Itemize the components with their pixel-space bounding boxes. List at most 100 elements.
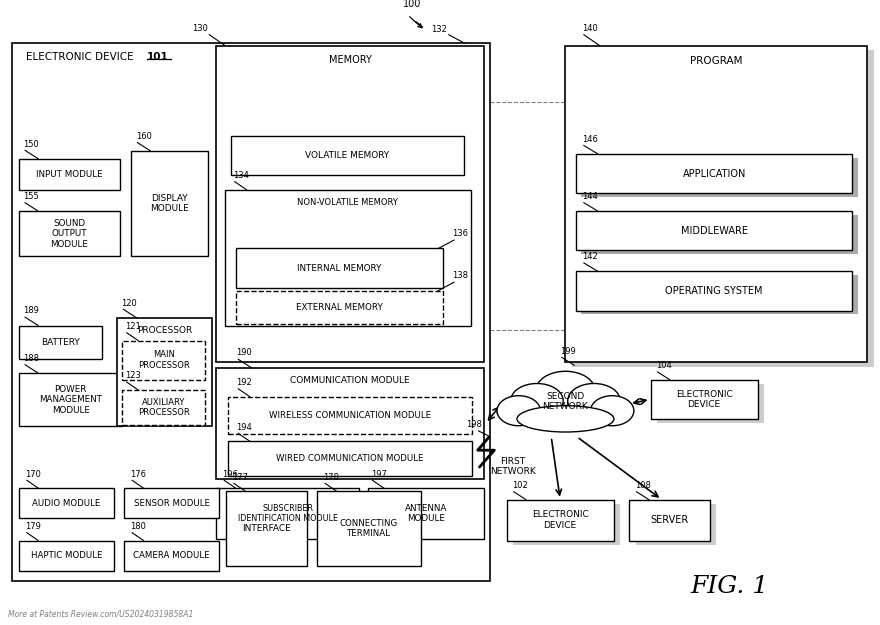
Bar <box>576 154 853 193</box>
Bar <box>19 373 122 426</box>
Bar <box>576 271 853 311</box>
Text: APPLICATION: APPLICATION <box>683 169 746 179</box>
Text: 190: 190 <box>237 349 253 358</box>
Bar <box>124 488 219 518</box>
Bar <box>317 491 421 566</box>
Bar <box>216 368 484 479</box>
Text: SOUND
OUTPUT
MODULE: SOUND OUTPUT MODULE <box>50 219 88 249</box>
Text: 160: 160 <box>136 132 151 141</box>
Bar <box>226 491 306 566</box>
Bar <box>576 211 853 250</box>
Text: 100: 100 <box>403 0 422 9</box>
Text: SUBSCRIBER
IDENTIFICATION MODULE: SUBSCRIBER IDENTIFICATION MODULE <box>238 504 338 523</box>
Text: MIDDLEWARE: MIDDLEWARE <box>680 226 748 236</box>
Text: More at Patents Review.com/US20240319858A1: More at Patents Review.com/US20240319858… <box>9 610 194 619</box>
Text: BATTERY: BATTERY <box>41 338 80 347</box>
Ellipse shape <box>536 371 595 410</box>
Text: POWER
MANAGEMENT
MODULE: POWER MANAGEMENT MODULE <box>40 385 102 414</box>
Text: 199: 199 <box>561 347 576 356</box>
Text: 132: 132 <box>431 24 447 34</box>
Bar <box>216 488 359 539</box>
Bar <box>368 488 484 539</box>
Text: MEMORY: MEMORY <box>328 55 371 65</box>
Text: 178: 178 <box>323 472 340 481</box>
Text: 170: 170 <box>25 469 41 479</box>
Text: ELECTRONIC
DEVICE: ELECTRONIC DEVICE <box>676 389 732 409</box>
Bar <box>19 541 114 571</box>
Ellipse shape <box>517 406 614 432</box>
Text: AUXILIARY
PROCESSOR: AUXILIARY PROCESSOR <box>138 398 189 417</box>
Bar <box>12 42 490 581</box>
Text: INTERNAL MEMORY: INTERNAL MEMORY <box>297 264 382 272</box>
Bar <box>19 488 114 518</box>
Text: 194: 194 <box>237 422 253 431</box>
Text: 108: 108 <box>634 481 650 490</box>
Bar <box>656 384 764 423</box>
Text: 123: 123 <box>125 371 141 381</box>
Text: 192: 192 <box>237 378 253 387</box>
Text: NON-VOLATILE MEMORY: NON-VOLATILE MEMORY <box>297 198 399 207</box>
Bar <box>513 504 620 545</box>
Ellipse shape <box>590 396 634 426</box>
Text: INTERFACE: INTERFACE <box>242 524 290 533</box>
Text: 155: 155 <box>23 192 39 201</box>
Ellipse shape <box>568 384 620 418</box>
Text: CAMERA MODULE: CAMERA MODULE <box>133 551 210 560</box>
Bar <box>572 51 874 366</box>
Bar <box>635 504 716 545</box>
Ellipse shape <box>500 374 631 434</box>
Bar <box>237 249 443 288</box>
Text: INPUT MODULE: INPUT MODULE <box>36 170 103 179</box>
Bar <box>228 397 472 434</box>
Bar <box>19 326 102 359</box>
Text: VOLATILE MEMORY: VOLATILE MEMORY <box>305 151 390 160</box>
Bar <box>581 215 857 254</box>
Text: 179: 179 <box>25 522 41 531</box>
Text: 180: 180 <box>130 522 146 531</box>
Text: PROGRAM: PROGRAM <box>690 56 742 66</box>
Text: 104: 104 <box>656 361 671 370</box>
Text: 177: 177 <box>232 472 248 481</box>
Bar <box>225 190 471 326</box>
Text: 197: 197 <box>370 469 386 479</box>
Bar <box>122 341 205 380</box>
Bar <box>237 291 443 324</box>
Text: HAPTIC MODULE: HAPTIC MODULE <box>31 551 102 560</box>
Bar <box>629 499 710 541</box>
Text: COMMUNICATION MODULE: COMMUNICATION MODULE <box>290 376 410 385</box>
Text: CONNECTING
TERMINAL: CONNECTING TERMINAL <box>340 519 398 539</box>
Text: MAIN
PROCESSOR: MAIN PROCESSOR <box>138 351 189 370</box>
Ellipse shape <box>510 384 563 418</box>
Text: SERVER: SERVER <box>650 515 689 525</box>
Text: 102: 102 <box>512 481 528 490</box>
Text: 198: 198 <box>466 420 482 429</box>
Text: ELECTRONIC
DEVICE: ELECTRONIC DEVICE <box>532 511 589 530</box>
Bar <box>131 151 209 256</box>
Text: 136: 136 <box>452 229 468 238</box>
Text: 150: 150 <box>23 139 39 149</box>
Bar <box>122 390 205 425</box>
Text: 189: 189 <box>23 306 40 316</box>
Text: 196: 196 <box>223 469 238 479</box>
Bar <box>19 211 120 256</box>
Ellipse shape <box>497 396 540 426</box>
Bar <box>565 46 867 362</box>
Text: 138: 138 <box>452 271 468 281</box>
Bar <box>228 441 472 476</box>
Text: DISPLAY
MODULE: DISPLAY MODULE <box>150 194 189 213</box>
Text: FIRST
NETWORK: FIRST NETWORK <box>490 457 536 476</box>
Text: WIRED COMMUNICATION MODULE: WIRED COMMUNICATION MODULE <box>276 454 423 463</box>
Text: AUDIO MODULE: AUDIO MODULE <box>32 499 100 508</box>
Text: SENSOR MODULE: SENSOR MODULE <box>134 499 209 508</box>
Text: WIRELESS COMMUNICATION MODULE: WIRELESS COMMUNICATION MODULE <box>268 411 430 420</box>
Bar <box>581 275 857 314</box>
Text: 130: 130 <box>192 24 208 33</box>
Text: ANTENNA
MODULE: ANTENNA MODULE <box>405 504 447 523</box>
Text: SECOND
NETWORK: SECOND NETWORK <box>543 392 589 411</box>
Bar <box>19 159 120 190</box>
Bar <box>216 46 484 362</box>
Text: OPERATING SYSTEM: OPERATING SYSTEM <box>665 286 763 296</box>
Text: 120: 120 <box>121 299 137 308</box>
Bar <box>117 318 212 426</box>
Bar <box>581 158 857 197</box>
